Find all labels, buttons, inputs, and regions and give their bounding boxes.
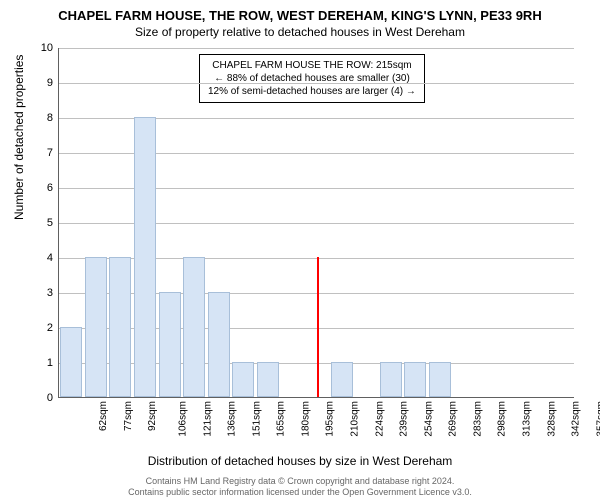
- x-tick-label: 239sqm: [399, 401, 410, 437]
- histogram-bar: [134, 117, 156, 397]
- y-tick-label: 4: [47, 252, 53, 264]
- y-tick-label: 3: [47, 287, 53, 299]
- y-tick-label: 0: [47, 392, 53, 404]
- annotation-box: CHAPEL FARM HOUSE THE ROW: 215sqm ← 88% …: [199, 54, 425, 103]
- x-tick-label: 254sqm: [423, 401, 434, 437]
- chart-title-main: CHAPEL FARM HOUSE, THE ROW, WEST DEREHAM…: [0, 0, 600, 23]
- histogram-bar: [85, 257, 107, 397]
- annotation-line1: CHAPEL FARM HOUSE THE ROW: 215sqm: [208, 59, 416, 72]
- annotation-line3: 12% of semi-detached houses are larger (…: [208, 85, 416, 98]
- grid-line: [59, 48, 574, 49]
- footer-line2: Contains public sector information licen…: [128, 487, 472, 498]
- y-tick-label: 1: [47, 357, 53, 369]
- x-tick-label: 151sqm: [251, 401, 262, 437]
- x-tick-label: 313sqm: [522, 401, 533, 437]
- histogram-bar: [109, 257, 131, 397]
- y-axis-label: Number of detached properties: [12, 55, 26, 220]
- histogram-bar: [60, 327, 82, 397]
- histogram-bar: [208, 292, 230, 397]
- property-marker-line: [317, 257, 319, 397]
- x-tick-label: 269sqm: [448, 401, 459, 437]
- y-tick-label: 9: [47, 77, 53, 89]
- histogram-bar: [404, 362, 426, 397]
- chart-plot-area: CHAPEL FARM HOUSE THE ROW: 215sqm ← 88% …: [58, 48, 574, 398]
- x-tick-label: 180sqm: [300, 401, 311, 437]
- footer-line1: Contains HM Land Registry data © Crown c…: [128, 476, 472, 487]
- x-tick-label: 92sqm: [147, 401, 158, 431]
- x-tick-label: 121sqm: [202, 401, 213, 437]
- histogram-bar: [183, 257, 205, 397]
- x-tick-label: 342sqm: [571, 401, 582, 437]
- x-tick-label: 62sqm: [98, 401, 109, 431]
- x-tick-label: 195sqm: [325, 401, 336, 437]
- y-tick-label: 7: [47, 147, 53, 159]
- y-tick-label: 5: [47, 217, 53, 229]
- histogram-bar: [257, 362, 279, 397]
- grid-line: [59, 83, 574, 84]
- histogram-bar: [429, 362, 451, 397]
- x-tick-label: 210sqm: [350, 401, 361, 437]
- x-tick-label: 328sqm: [546, 401, 557, 437]
- x-tick-label: 298sqm: [497, 401, 508, 437]
- y-tick-label: 2: [47, 322, 53, 334]
- footer-attribution: Contains HM Land Registry data © Crown c…: [128, 476, 472, 498]
- histogram-bar: [380, 362, 402, 397]
- x-tick-label: 136sqm: [227, 401, 238, 437]
- y-tick-label: 10: [41, 42, 53, 54]
- x-tick-label: 77sqm: [123, 401, 134, 431]
- histogram-bar: [331, 362, 353, 397]
- x-tick-label: 165sqm: [276, 401, 287, 437]
- x-tick-label: 224sqm: [374, 401, 385, 437]
- histogram-bar: [159, 292, 181, 397]
- chart-title-sub: Size of property relative to detached ho…: [0, 23, 600, 39]
- x-tick-label: 106sqm: [178, 401, 189, 437]
- y-tick-label: 6: [47, 182, 53, 194]
- x-tick-label: 283sqm: [472, 401, 483, 437]
- x-tick-label: 357sqm: [595, 401, 600, 437]
- x-axis-label: Distribution of detached houses by size …: [148, 454, 453, 468]
- y-tick-label: 8: [47, 112, 53, 124]
- histogram-bar: [232, 362, 254, 397]
